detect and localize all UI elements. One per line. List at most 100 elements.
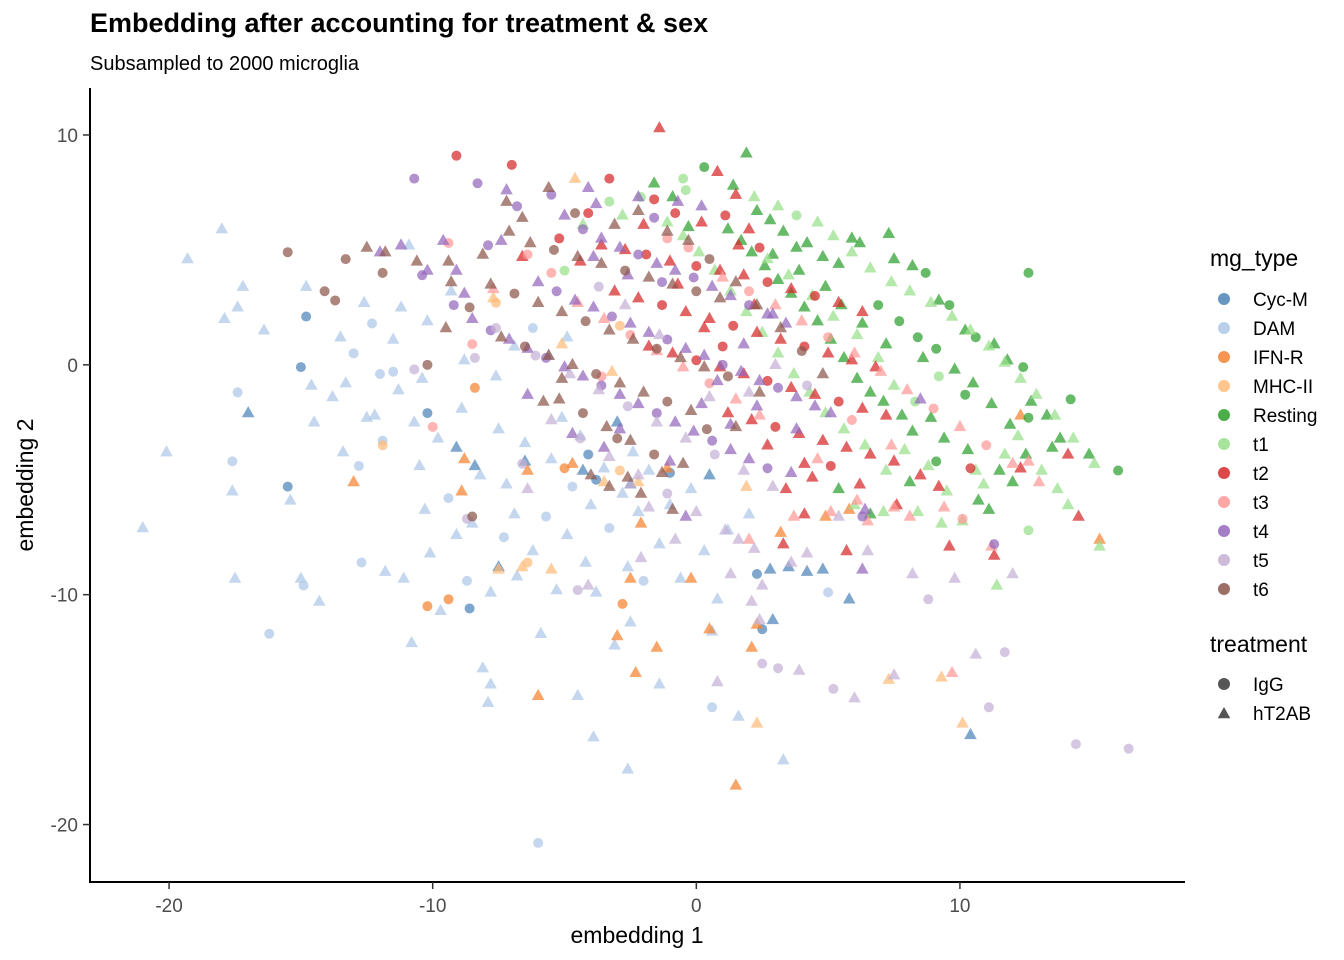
- data-point: [871, 350, 885, 363]
- data-point: [608, 638, 621, 650]
- data-point: [500, 183, 513, 195]
- data-point: [450, 440, 463, 452]
- data-point: [519, 341, 530, 352]
- data-point: [745, 640, 758, 652]
- data-point: [853, 477, 867, 489]
- data-point: [616, 208, 629, 220]
- data-point: [684, 481, 698, 494]
- data-point: [443, 594, 454, 605]
- data-point: [1065, 394, 1076, 405]
- data-point: [945, 309, 959, 321]
- data-point: [603, 479, 616, 491]
- data-point: [662, 488, 673, 499]
- data-point: [298, 580, 309, 591]
- data-point: [762, 463, 773, 474]
- data-point: [231, 300, 244, 312]
- data-point: [663, 454, 677, 466]
- data-point: [284, 493, 297, 505]
- data-point: [777, 224, 790, 236]
- data-point: [748, 541, 761, 553]
- data-point: [895, 408, 909, 420]
- data-point: [832, 509, 845, 521]
- data-point: [711, 164, 724, 176]
- data-point: [856, 562, 869, 574]
- data-point: [558, 208, 571, 220]
- data-point: [832, 481, 845, 494]
- data-point: [604, 196, 615, 207]
- data-point: [691, 260, 702, 271]
- legend-label-t4: t4: [1253, 522, 1269, 543]
- data-point: [861, 514, 874, 526]
- data-point: [650, 640, 664, 652]
- data-point: [606, 311, 617, 322]
- data-point: [709, 449, 720, 460]
- data-point: [305, 378, 318, 390]
- data-point: [948, 571, 961, 583]
- data-point: [448, 300, 459, 311]
- data-point: [740, 479, 753, 491]
- data-point: [729, 275, 743, 287]
- data-point: [476, 661, 490, 673]
- data-point: [737, 337, 751, 349]
- data-point: [629, 665, 642, 678]
- data-point: [587, 249, 600, 261]
- data-point: [853, 236, 867, 248]
- data-point: [510, 569, 524, 581]
- data-point: [634, 486, 648, 498]
- data-point: [697, 544, 711, 556]
- data-point: [653, 121, 666, 133]
- data-point: [554, 233, 565, 244]
- data-point: [409, 173, 420, 184]
- data-point: [766, 479, 780, 491]
- data-point: [600, 419, 613, 432]
- data-point: [589, 585, 603, 597]
- data-point: [751, 568, 762, 579]
- data-point: [784, 380, 798, 393]
- data-point: [937, 431, 951, 443]
- data-point: [451, 150, 462, 161]
- data-point: [632, 396, 645, 409]
- series-ifn-r: [347, 382, 1106, 790]
- data-point: [931, 343, 942, 354]
- data-point: [624, 615, 637, 627]
- data-point: [443, 493, 454, 504]
- data-point: [766, 612, 780, 625]
- legend-key-t1: [1218, 438, 1230, 450]
- data-point: [716, 270, 729, 282]
- data-point: [703, 311, 716, 324]
- data-point: [1093, 539, 1106, 551]
- data-point: [990, 578, 1004, 590]
- data-point: [666, 502, 679, 514]
- data-point: [900, 383, 914, 395]
- data-point: [534, 626, 548, 638]
- data-point: [490, 297, 501, 308]
- data-point: [791, 210, 802, 221]
- data-point: [769, 357, 782, 370]
- data-point: [983, 702, 994, 713]
- data-point: [634, 550, 648, 563]
- data-point: [961, 442, 975, 455]
- data-point: [458, 286, 471, 298]
- data-point: [985, 396, 998, 409]
- data-point: [444, 275, 458, 287]
- data-point: [336, 445, 350, 457]
- data-point: [687, 424, 700, 436]
- data-point: [533, 837, 544, 848]
- data-point: [232, 387, 243, 398]
- chart-title: Embedding after accounting for treatment…: [90, 8, 709, 38]
- data-point: [832, 256, 845, 268]
- data-point: [674, 350, 687, 363]
- data-point: [674, 571, 687, 583]
- data-point: [542, 348, 555, 360]
- data-point: [833, 396, 844, 407]
- data-point: [923, 594, 934, 605]
- data-point: [508, 507, 521, 519]
- y-axis-title: embedding 2: [12, 419, 38, 552]
- data-point: [774, 321, 787, 333]
- data-point: [650, 256, 664, 268]
- data-point: [637, 217, 650, 229]
- data-point: [356, 557, 367, 568]
- data-point: [481, 695, 495, 707]
- data-point: [914, 392, 927, 404]
- legend-key-t2: [1218, 467, 1230, 479]
